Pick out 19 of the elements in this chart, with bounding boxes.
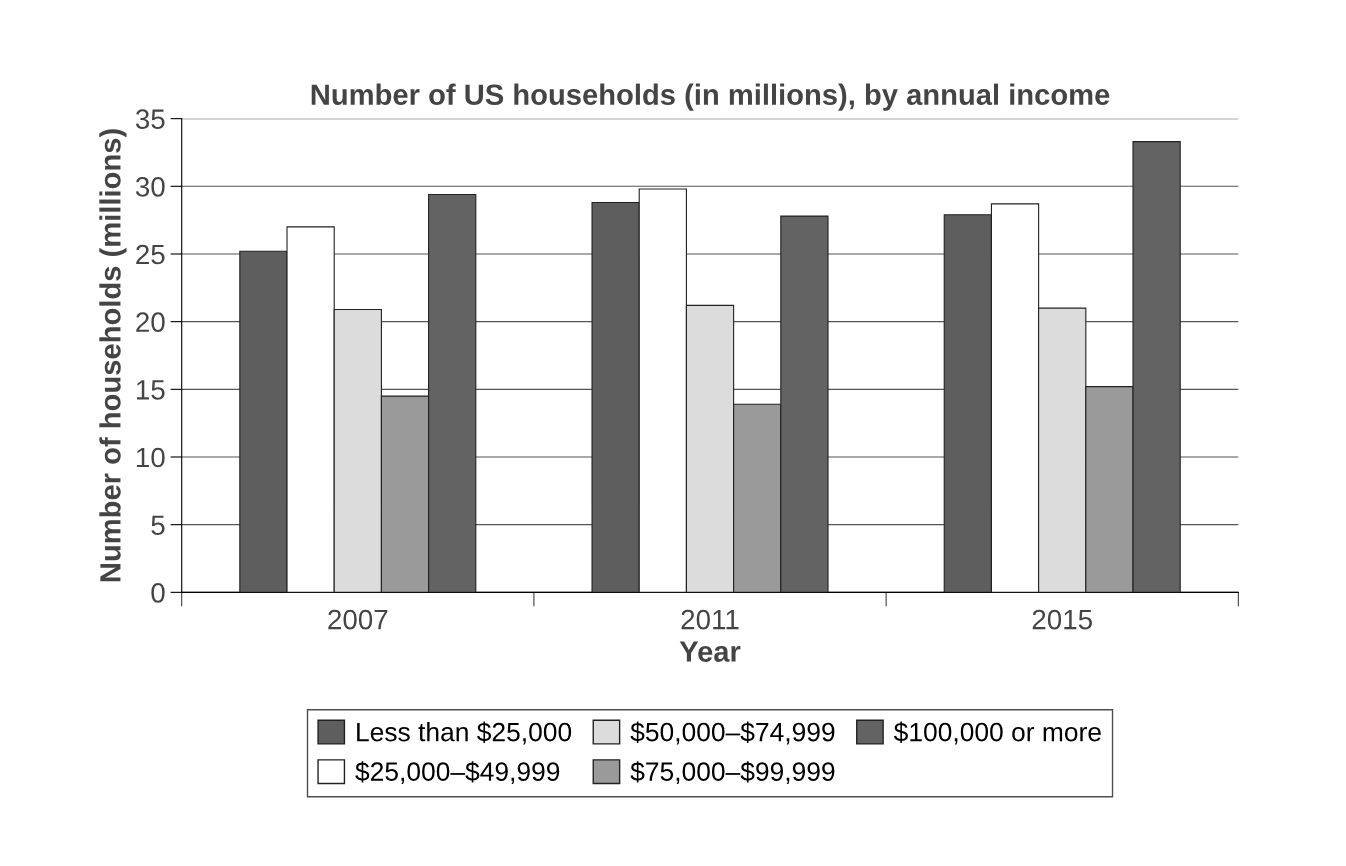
legend-label: Less than $25,000 <box>357 721 572 745</box>
x-tick-label: 2011 <box>681 609 739 630</box>
y-tick-label: 25 <box>136 244 165 265</box>
y-tick-label: 10 <box>136 447 165 468</box>
legend-label: $75,000–$99,999 <box>630 761 835 785</box>
y-tick-label: 35 <box>135 109 165 129</box>
y-axis-title: Number of households (millions) <box>99 129 127 582</box>
y-tick-label: 20 <box>136 312 165 332</box>
chart-title: Number of US households (in millions), by annual income <box>311 83 1110 111</box>
y-tick-label: 15 <box>136 380 165 400</box>
legend-label: $50,000–$74,999 <box>630 721 835 745</box>
x-tick-label: 2015 <box>1032 609 1092 630</box>
y-tick-label: 30 <box>135 176 165 197</box>
x-tick-label: 2007 <box>328 609 388 630</box>
legend-label: $25,000–$49,999 <box>355 761 560 785</box>
y-tick-label: 0 <box>151 583 165 603</box>
legend-label: $100,000 or more <box>893 721 1101 745</box>
x-axis-title: Year <box>679 641 741 662</box>
y-tick-label: 5 <box>151 515 165 536</box>
